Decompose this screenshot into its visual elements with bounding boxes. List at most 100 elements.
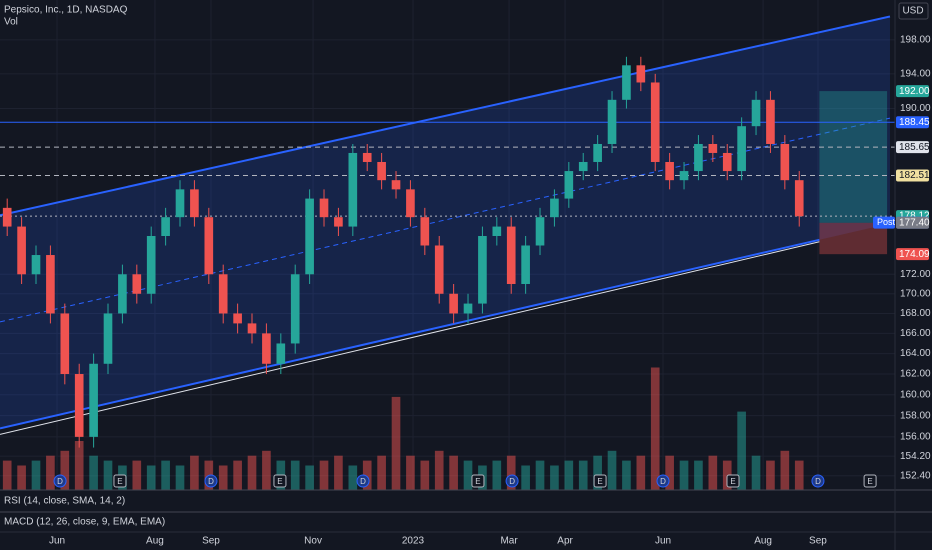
event-label: D [660, 477, 666, 486]
x-tick-label: Mar [500, 536, 518, 547]
volume-bar [103, 460, 113, 490]
price-tag-label: 188.45 [899, 117, 930, 128]
event-label: E [867, 477, 872, 486]
volume-bar [564, 460, 574, 490]
candle-body [463, 303, 473, 314]
y-tick-label: 158.00 [900, 410, 931, 421]
candle-body [103, 313, 113, 364]
candle-body [420, 217, 430, 246]
volume-bar [334, 455, 343, 490]
channel-fill [0, 16, 890, 429]
x-tick-label: Aug [146, 536, 164, 547]
candle-body [60, 313, 70, 375]
volume-bar [622, 460, 631, 490]
volume-bar [362, 460, 372, 490]
post-tag [873, 216, 895, 229]
y-tick-label: 170.00 [900, 288, 931, 299]
volume-bar [506, 455, 516, 490]
x-tick-label: Sep [202, 536, 220, 547]
event-marker [593, 474, 607, 488]
plot-area [0, 0, 895, 490]
candle-body [204, 217, 214, 275]
candle-body [89, 363, 98, 437]
candle-body [218, 274, 228, 314]
candle-body [406, 189, 415, 218]
volume-bar [233, 460, 242, 490]
volume-bar [636, 455, 646, 490]
price-tag [896, 116, 929, 129]
candle-body [175, 189, 185, 218]
currency-box[interactable] [898, 2, 929, 20]
candle-body [636, 65, 646, 83]
event-label: E [730, 477, 735, 486]
event-marker [863, 474, 877, 488]
y-tick-label: 190.00 [900, 103, 931, 114]
channel-upper [0, 15, 891, 217]
candle-body [74, 374, 84, 437]
candle-body [276, 343, 286, 364]
volume-bar [708, 455, 718, 490]
price-tag-label: 177.40 [899, 217, 930, 228]
candle-body [362, 152, 372, 162]
candle-body [377, 161, 386, 181]
volume-bar [550, 465, 559, 490]
event-label: D [360, 477, 366, 486]
volume-bar [578, 460, 588, 490]
price-tag-label: 192.00 [899, 86, 930, 97]
candle-body [434, 245, 444, 294]
volume-bar [161, 460, 170, 490]
post-tag-label: Post [877, 217, 896, 227]
x-tick-label: Aug [754, 536, 772, 547]
volume-bar [290, 460, 300, 490]
price-tag [896, 169, 929, 182]
candle-body [780, 143, 790, 181]
candle-body [550, 198, 559, 218]
volume-bar [751, 455, 761, 490]
event-marker [656, 474, 670, 488]
candle-body [708, 143, 718, 153]
candle-body [2, 207, 12, 227]
y-tick-label: 198.00 [900, 35, 931, 46]
chart-title: Pepsico, Inc., 1D, NASDAQ [4, 5, 128, 16]
volume-bar [348, 465, 358, 490]
volume-bar [794, 460, 804, 490]
candle-body [679, 171, 689, 181]
candle-body [665, 161, 674, 181]
candle-body [334, 217, 343, 227]
volume-bar [31, 460, 41, 490]
event-label: D [815, 477, 821, 486]
candle-body [17, 226, 26, 275]
candle-body [506, 226, 516, 284]
candle-body [319, 198, 329, 218]
event-label: E [475, 477, 480, 486]
event-marker [505, 474, 519, 488]
event-marker [113, 474, 127, 488]
event-label: D [509, 477, 515, 486]
candle-body [391, 180, 401, 190]
event-label: E [277, 477, 282, 486]
candle-body [737, 126, 746, 172]
price-tag [896, 85, 929, 98]
candle-body [161, 217, 170, 237]
price-tag-label: 182.51 [899, 170, 930, 181]
volume-bar [146, 465, 156, 490]
candle-body [564, 171, 574, 199]
event-marker [811, 474, 825, 488]
candle-body [478, 236, 487, 304]
macd-label: MACD (12, 26, close, 9, EMA, EMA) [4, 517, 165, 528]
y-tick-label: 172.00 [900, 269, 931, 280]
y-tick-label: 166.00 [900, 328, 931, 339]
volume-bar [89, 455, 98, 490]
volume-bar [46, 455, 55, 490]
volume-bar [694, 460, 703, 490]
x-tick-label: Apr [557, 536, 573, 547]
y-tick-label: 156.00 [900, 432, 931, 443]
volume-bar [406, 455, 415, 490]
volume-bar [175, 465, 185, 490]
candle-body [722, 152, 732, 172]
candle-body [247, 323, 257, 334]
candle-body [31, 255, 41, 275]
candle-body [521, 245, 530, 284]
volume-bar [535, 460, 545, 490]
